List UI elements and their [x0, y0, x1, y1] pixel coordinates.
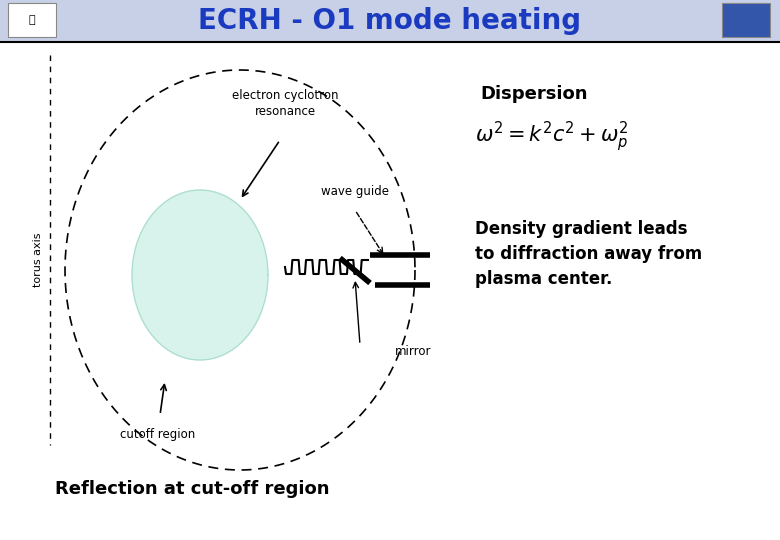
Polygon shape — [132, 190, 268, 360]
Bar — [8, 3, 56, 37]
Text: torus axis: torus axis — [33, 233, 43, 287]
Text: Density gradient leads
to diffraction away from
plasma center.: Density gradient leads to diffraction aw… — [475, 220, 702, 288]
Text: Dispersion: Dispersion — [480, 85, 587, 103]
Text: Reflection at cut-off region: Reflection at cut-off region — [55, 480, 329, 498]
Text: ECRH - O1 mode heating: ECRH - O1 mode heating — [198, 7, 582, 35]
Text: cutoff region: cutoff region — [120, 428, 195, 441]
Text: mirror: mirror — [395, 345, 431, 358]
Text: $\omega^2 = k^2c^2 + \omega_p^2$: $\omega^2 = k^2c^2 + \omega_p^2$ — [475, 120, 629, 154]
Text: 🔬: 🔬 — [29, 15, 35, 25]
Bar — [0, 0, 780, 42]
Bar — [722, 3, 770, 37]
Text: wave guide: wave guide — [321, 185, 389, 198]
Text: electron cyclotron
resonance: electron cyclotron resonance — [232, 89, 339, 118]
